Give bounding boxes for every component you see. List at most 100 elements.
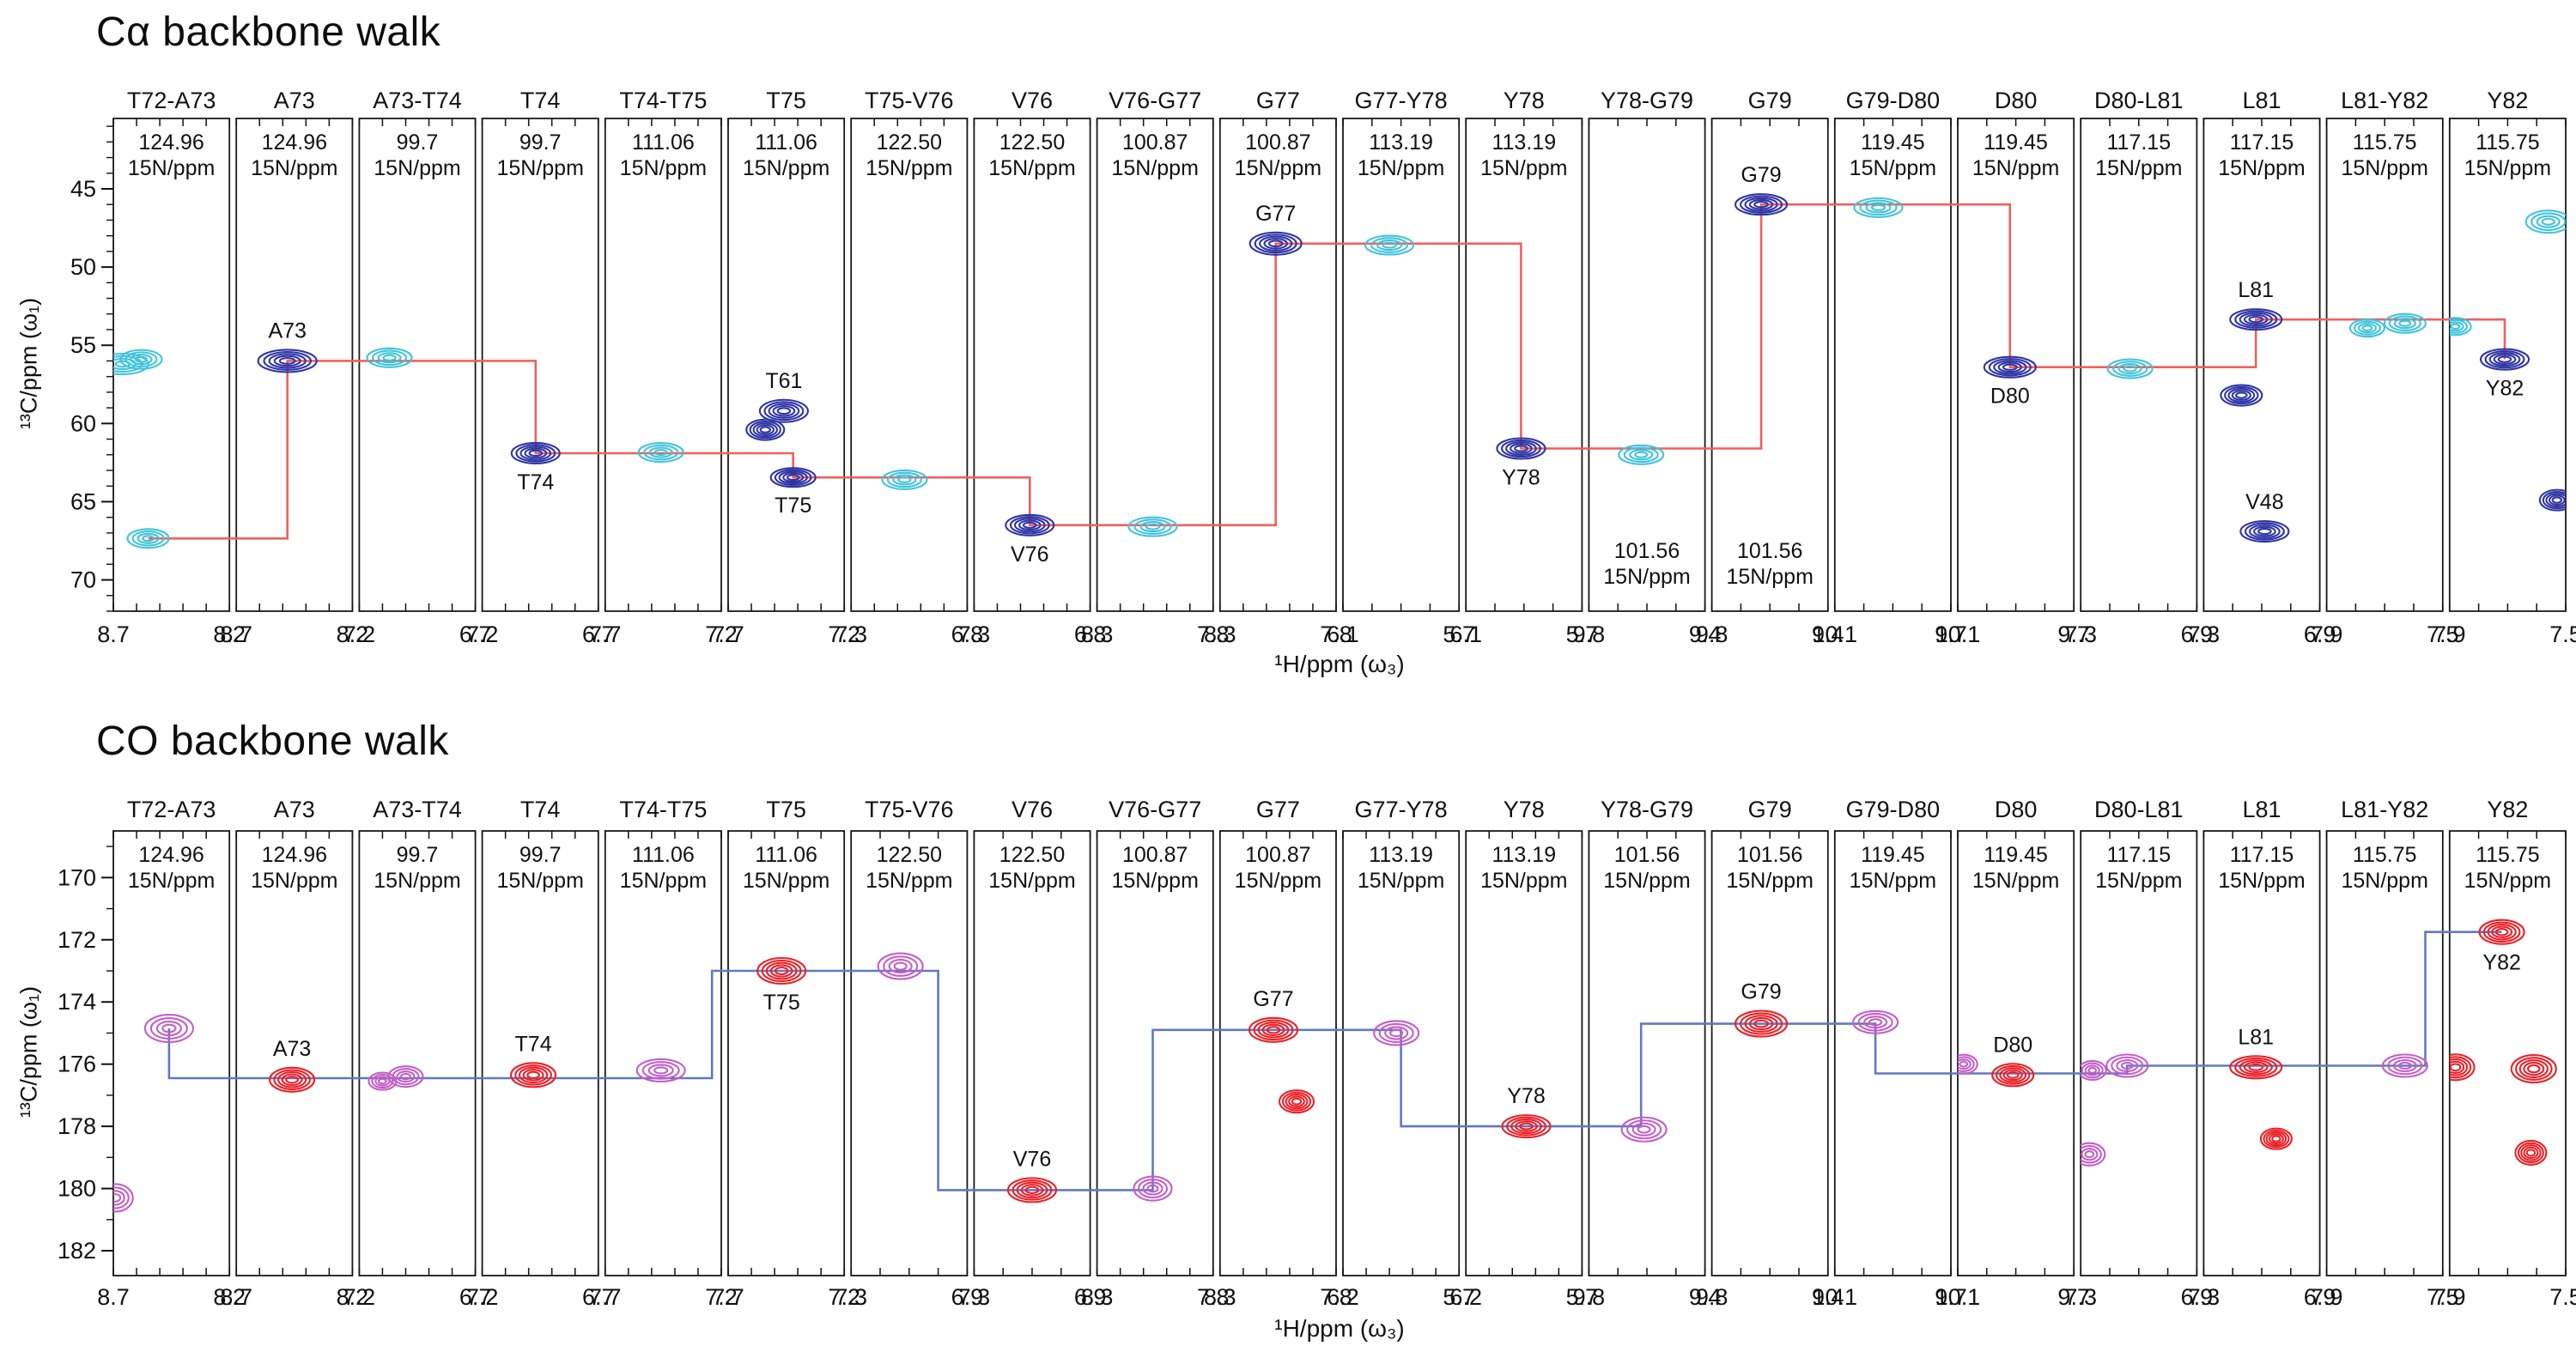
peak-label: T75: [763, 991, 800, 1015]
x-tick-label: 9.4: [1812, 621, 1844, 647]
peak-contour: [400, 1072, 411, 1081]
strip-n15-unit: 15N/ppm: [2464, 869, 2551, 893]
strip-box: [481, 830, 599, 1276]
strip-n15-unit: 15N/ppm: [1850, 869, 1936, 893]
strip-box: [604, 830, 722, 1276]
strip-peaks: [1006, 1177, 1058, 1203]
panel-title-co: CO backbone walk: [96, 718, 449, 764]
peak-contour: [2117, 363, 2142, 375]
peak-contour: [1988, 358, 2032, 377]
strip-n15-value: 101.56: [1737, 843, 1802, 867]
peak: [1496, 437, 1546, 460]
x-tick-label: 7.3: [835, 1284, 867, 1310]
strip-n15-value: 111.06: [755, 843, 817, 867]
peak-contour: [1753, 201, 1769, 209]
peak-contour: [1958, 1056, 1975, 1072]
strip-box: [1588, 830, 1706, 1276]
strip-title: Y82: [2487, 797, 2528, 822]
peak-label: G79: [1741, 163, 1781, 187]
peak: [2510, 1054, 2557, 1084]
peak: [769, 467, 817, 488]
peak-contour: [778, 470, 808, 485]
peak-contour: [2542, 490, 2567, 510]
peak-contour: [653, 449, 668, 457]
strip-peaks: [1127, 516, 1178, 537]
x-tick-label: 7.7: [712, 1284, 744, 1310]
x-tick-label: 7.5: [2427, 1284, 2459, 1310]
peak: [1373, 1020, 1420, 1046]
peak-contour: [1248, 1016, 1299, 1043]
peak-contour: [1506, 1116, 1546, 1137]
peak-contour: [1257, 1022, 1290, 1039]
strip-n15-unit: 15N/ppm: [620, 156, 707, 180]
x-axis-label-ca: ¹H/ppm (ω₃): [1274, 651, 1405, 677]
peak-contour: [2488, 352, 2521, 367]
peak-contour: [1515, 1120, 1538, 1132]
walk-line: [167, 931, 2502, 1191]
peak-contour: [273, 1069, 311, 1091]
strip-title: T75: [766, 797, 806, 822]
peak: [758, 398, 809, 423]
peak-contour: [137, 532, 160, 544]
peak-contour: [1145, 523, 1161, 530]
x-tick-label: 6.9: [1074, 1284, 1107, 1310]
peak-contour: [2497, 355, 2512, 363]
x-tick-label: 7.3: [958, 621, 991, 647]
strip-peaks: [2449, 209, 2567, 512]
strip-title: Y78: [1504, 797, 1545, 822]
peak-label: A73: [273, 1037, 311, 1061]
peak: [126, 528, 170, 549]
peak-contour: [776, 407, 792, 415]
strip-peaks: [1248, 1016, 1315, 1114]
strip-title: G79: [1748, 797, 1792, 822]
strip-n15-unit: 15N/ppm: [1111, 869, 1198, 893]
peak-contour: [2081, 1144, 2102, 1164]
strip-title: V76-G77: [1109, 797, 1201, 822]
strip-title: T72-A73: [127, 88, 216, 113]
peak-contour: [1958, 1058, 1971, 1070]
strip-n15-unit: 15N/ppm: [251, 156, 337, 180]
strip-title: G77: [1256, 88, 1300, 113]
peak-contour: [763, 401, 805, 421]
x-tick-label: 7.2: [705, 621, 738, 647]
x-tick-label: 7.9: [2311, 621, 2343, 647]
x-tick-label: 8.7: [97, 1284, 130, 1310]
peak-contour: [2229, 308, 2283, 331]
peak-contour: [1267, 239, 1284, 248]
peak-contour: [119, 349, 163, 370]
x-tick-label: 7.2: [828, 1284, 860, 1310]
peak-contour: [786, 474, 800, 482]
peak-contour: [2545, 493, 2567, 508]
peak: [1958, 1053, 1978, 1075]
peak-contour: [2493, 354, 2517, 365]
x-tick-label: 7.9: [2433, 1284, 2466, 1310]
peak-contour: [372, 349, 408, 367]
x-tick-label: 9.8: [1696, 1284, 1728, 1310]
y-tick-label: 180: [58, 1176, 96, 1202]
peak-contour: [1012, 1179, 1053, 1201]
strip-title: Y78-G79: [1601, 797, 1693, 822]
peak-contour: [377, 352, 402, 364]
peak-label: Y78: [1502, 465, 1540, 489]
strip-title: V76: [1012, 797, 1053, 822]
peak-contour: [769, 467, 817, 488]
strip-box: [2448, 830, 2567, 1276]
y-tick-label: 182: [58, 1238, 96, 1264]
y-tick-label: 60: [70, 410, 96, 436]
peak: [2348, 318, 2385, 338]
peak-contour: [1278, 1089, 1315, 1114]
peak-contour: [2478, 918, 2525, 945]
strip-box: [235, 830, 354, 1276]
strip-n15-value: 119.45: [1861, 843, 1925, 867]
peak-contour: [1500, 439, 1541, 458]
strip-title: V76: [1012, 88, 1053, 113]
strip-peaks: [1501, 1114, 1552, 1139]
strip-n15-unit: 15N/ppm: [2341, 156, 2427, 180]
peak-contour: [2494, 928, 2509, 937]
strip-n15-value: 113.19: [1369, 843, 1433, 867]
peak-contour: [515, 444, 556, 463]
strip-n15-value: 99.7: [397, 843, 439, 867]
strip-n15-unit: 15N/ppm: [128, 156, 215, 180]
peak-contour: [2106, 358, 2154, 379]
